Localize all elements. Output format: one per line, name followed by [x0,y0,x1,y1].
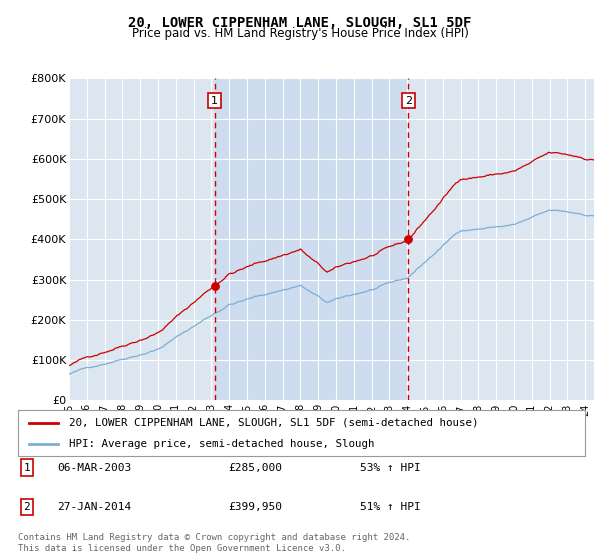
Bar [215,78,409,400]
Text: 06-MAR-2003: 06-MAR-2003 [57,463,131,473]
Text: 1: 1 [23,463,31,473]
Text: HPI: Average price, semi-detached house, Slough: HPI: Average price, semi-detached house,… [69,439,374,449]
Point [210,281,220,290]
Text: 2: 2 [405,96,412,105]
Text: 2: 2 [23,502,31,512]
Text: 20, LOWER CIPPENHAM LANE, SLOUGH, SL1 5DF (semi-detached house): 20, LOWER CIPPENHAM LANE, SLOUGH, SL1 5D… [69,418,479,428]
Text: 51% ↑ HPI: 51% ↑ HPI [360,502,421,512]
Text: Contains HM Land Registry data © Crown copyright and database right 2024.
This d: Contains HM Land Registry data © Crown c… [18,533,410,553]
Point [404,235,413,244]
Text: £399,950: £399,950 [228,502,282,512]
Text: 27-JAN-2014: 27-JAN-2014 [57,502,131,512]
Text: Price paid vs. HM Land Registry's House Price Index (HPI): Price paid vs. HM Land Registry's House … [131,27,469,40]
Text: 1: 1 [211,96,218,105]
Text: 20, LOWER CIPPENHAM LANE, SLOUGH, SL1 5DF: 20, LOWER CIPPENHAM LANE, SLOUGH, SL1 5D… [128,16,472,30]
Text: £285,000: £285,000 [228,463,282,473]
Text: 53% ↑ HPI: 53% ↑ HPI [360,463,421,473]
